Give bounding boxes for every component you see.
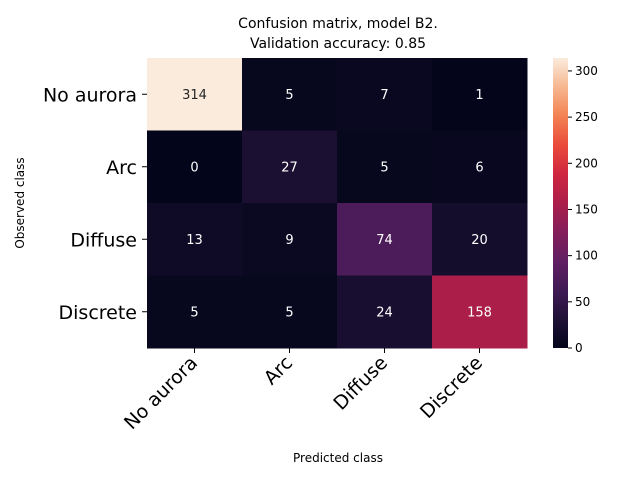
heatmap-cell [242, 275, 338, 349]
cell-value-label: 13 [186, 233, 203, 248]
heatmap-cell [337, 275, 433, 349]
heatmap-cell [337, 58, 433, 131]
colorbar-ticks: 0 50 100 150 200 250 300 [568, 64, 598, 355]
colorbar-tick-label: 250 [575, 110, 598, 124]
y-tick-label: Diffuse [70, 229, 137, 251]
heatmap-cell [147, 203, 243, 276]
heatmap-cell [432, 203, 528, 276]
chart-title-line2: Validation accuracy: 0.85 [250, 36, 426, 52]
heatmap-cell [147, 130, 243, 204]
cell-value-label: 314 [182, 88, 207, 103]
heatmap-cell [147, 58, 243, 131]
cell-value-label: 9 [285, 233, 293, 248]
cell-value-label: 27 [281, 160, 298, 175]
heatmap-cell [242, 58, 338, 131]
x-tick-labels: No aurora Arc Diffuse Discrete [120, 348, 487, 434]
y-tick-label: Arc [106, 157, 137, 179]
heatmap-cell [337, 130, 433, 204]
cell-value-label: 7 [380, 88, 388, 103]
y-tick-label: Discrete [59, 302, 137, 324]
heatmap-cell [147, 275, 243, 349]
colorbar [553, 58, 568, 348]
x-tick-label: Discrete [416, 352, 487, 423]
x-axis-label: Predicted class [293, 451, 383, 465]
colorbar-tick-label: 50 [575, 295, 590, 309]
colorbar-tick-label: 0 [575, 341, 583, 355]
heatmap-cell [242, 203, 338, 276]
y-tick-labels: No aurora Arc Diffuse Discrete [43, 84, 147, 324]
cell-value-label: 24 [376, 305, 393, 320]
heatmap-cell [432, 275, 528, 349]
x-tick-label: Arc [260, 352, 297, 389]
cell-value-label: 158 [467, 305, 492, 320]
cell-value-label: 20 [471, 233, 488, 248]
cell-value-label: 0 [190, 160, 198, 175]
heatmap-grid: 314 5 7 1 0 27 5 6 13 9 74 20 5 5 24 158 [147, 58, 528, 349]
x-tick-label: Diffuse [329, 352, 392, 415]
heatmap-cell [242, 130, 338, 204]
cell-value-label: 74 [376, 233, 393, 248]
y-tick-label: No aurora [43, 84, 137, 106]
cell-value-label: 6 [475, 160, 483, 175]
cell-value-label: 1 [475, 88, 483, 103]
cell-value-label: 5 [285, 88, 293, 103]
colorbar-tick-label: 200 [575, 156, 598, 170]
colorbar-tick-label: 300 [575, 64, 598, 78]
cell-value-label: 5 [380, 160, 388, 175]
colorbar-tick-label: 150 [575, 202, 598, 216]
chart-title-line1: Confusion matrix, model B2. [238, 16, 438, 32]
colorbar-tick-label: 100 [575, 249, 598, 263]
cell-value-label: 5 [285, 305, 293, 320]
cell-value-label: 5 [190, 305, 198, 320]
x-tick-label: No aurora [120, 352, 202, 434]
y-axis-label: Observed class [13, 157, 27, 248]
heatmap-cell [432, 130, 528, 204]
heatmap-cell [432, 58, 528, 131]
heatmap-cell [337, 203, 433, 276]
